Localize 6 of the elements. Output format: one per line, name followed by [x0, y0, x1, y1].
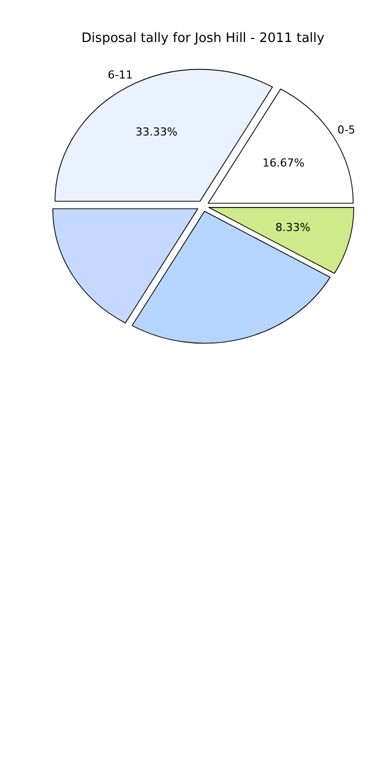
data-label: 16.67%	[262, 156, 305, 170]
slice-label: 6-11	[108, 68, 133, 82]
slice-label: 0-5	[337, 124, 356, 137]
chart-title: Disposal tally for Josh Hill - 2011 tally	[82, 31, 325, 46]
data-label: 33.33%	[136, 126, 178, 139]
data-label: 8.33%	[275, 220, 310, 234]
